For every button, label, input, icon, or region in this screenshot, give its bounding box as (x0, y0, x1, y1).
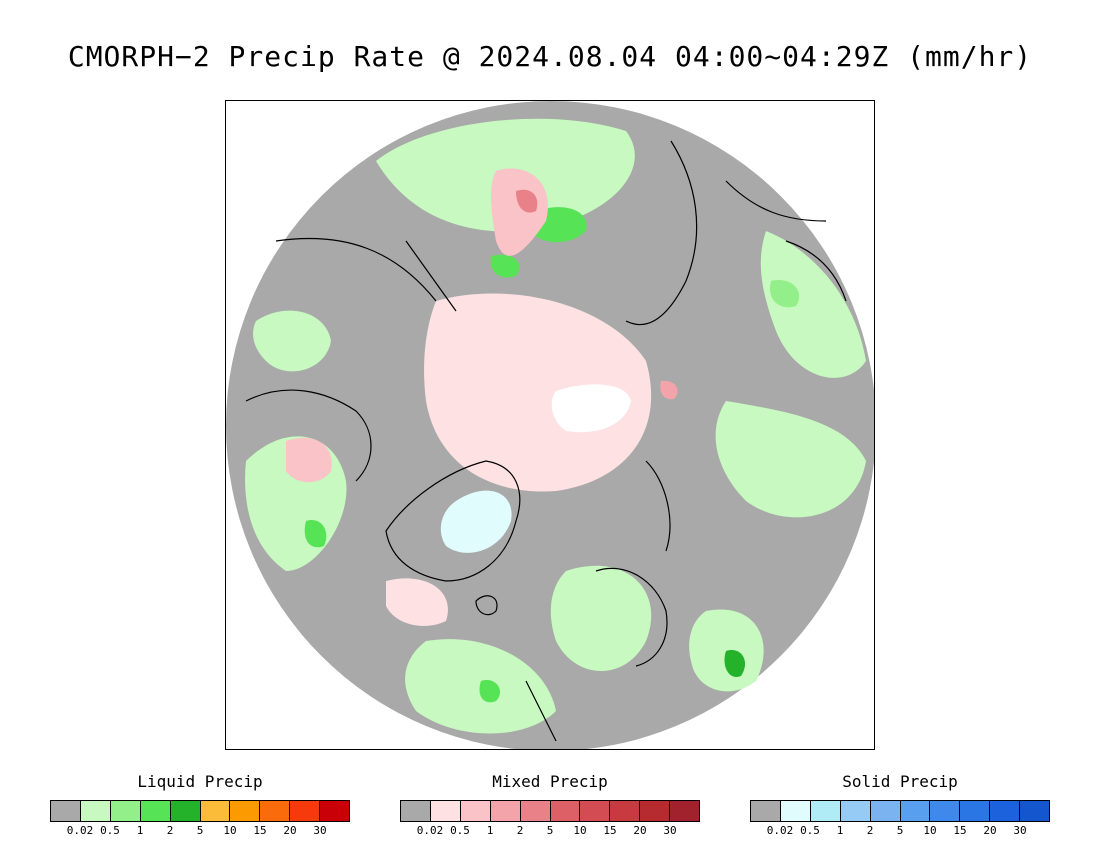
page-title: CMORPH−2 Precip Rate @ 2024.08.04 04:00~… (67, 40, 1033, 73)
legend-swatch (319, 801, 350, 821)
legend-tick-label: 20 (633, 824, 647, 837)
legend-swatch (839, 801, 870, 821)
legend-swatch (199, 801, 230, 821)
legend-tick-label: 5 (546, 824, 554, 837)
legend-tick-label: 30 (1013, 824, 1027, 837)
legend-swatch (109, 801, 140, 821)
legend-tick-label: 20 (983, 824, 997, 837)
legend-solid-ticks: 0.02 0.5 1 2 5 10 15 20 30 (750, 824, 1050, 838)
legend-tick-label: 5 (896, 824, 904, 837)
legend-swatch (289, 801, 320, 821)
legend-tick-label: 0.5 (100, 824, 120, 837)
coastlines (245, 140, 847, 742)
legend-swatch (169, 801, 200, 821)
legend-tick-label: 0.02 (416, 824, 444, 837)
legend-swatch (259, 801, 290, 821)
legend-solid-colorbar (750, 800, 1050, 822)
legend-tick-label: 10 (573, 824, 587, 837)
legend-tick-label: 2 (166, 824, 174, 837)
polar-map[interactable] (225, 100, 875, 750)
legend-swatch (489, 801, 520, 821)
legend-swatch (869, 801, 900, 821)
legend-swatch (609, 801, 640, 821)
legend-mixed-ticks: 0.02 0.5 1 2 5 10 15 20 30 (400, 824, 700, 838)
precip-liquid-heavy (304, 207, 800, 703)
legend-swatch (401, 801, 430, 821)
legend-mixed-title: Mixed Precip (492, 772, 608, 791)
legend-tick-label: 15 (953, 824, 967, 837)
legend-liquid-ticks: 0.02 0.5 1 2 5 10 15 20 30 (50, 824, 350, 838)
legend-tick-label: 0.5 (450, 824, 470, 837)
legend-swatch (459, 801, 490, 821)
legend-swatch (429, 801, 460, 821)
legend-tick-label: 10 (223, 824, 237, 837)
legend-swatch (899, 801, 930, 821)
precip-liquid-areas (245, 118, 866, 734)
legend-tick-label: 30 (663, 824, 677, 837)
pole-hole (551, 384, 631, 433)
legend-tick-label: 20 (283, 824, 297, 837)
precip-solid-areas (440, 490, 512, 553)
legend-swatch (959, 801, 990, 821)
legend-swatch (51, 801, 80, 821)
legend-swatch (549, 801, 580, 821)
legend-swatch (989, 801, 1020, 821)
legend-tick-label: 30 (313, 824, 327, 837)
legend-swatch (579, 801, 610, 821)
legend-solid: Solid Precip 0.02 0.5 1 2 5 10 15 20 30 (750, 772, 1050, 838)
legend-swatch (779, 801, 810, 821)
legend-liquid-colorbar (50, 800, 350, 822)
legend-swatch (669, 801, 700, 821)
legend-swatch (751, 801, 780, 821)
legend-mixed-colorbar (400, 800, 700, 822)
legend-swatch (229, 801, 260, 821)
legend-tick-label: 1 (486, 824, 494, 837)
legend-liquid-title: Liquid Precip (137, 772, 263, 791)
legend-tick-label: 2 (516, 824, 524, 837)
legend-tick-label: 0.5 (800, 824, 820, 837)
legend-solid-title: Solid Precip (842, 772, 958, 791)
legend-tick-label: 2 (866, 824, 874, 837)
legend-swatch (1019, 801, 1050, 821)
map-canvas (226, 101, 874, 749)
legend-swatch (809, 801, 840, 821)
legend-tick-label: 0.02 (66, 824, 94, 837)
legend-mixed: Mixed Precip 0.02 0.5 1 2 5 10 15 20 30 (400, 772, 700, 838)
legend-tick-label: 5 (196, 824, 204, 837)
legend-swatch (79, 801, 110, 821)
legend-swatch (139, 801, 170, 821)
legend-swatch (519, 801, 550, 821)
legend-tick-label: 15 (603, 824, 617, 837)
legend-tick-label: 1 (136, 824, 144, 837)
precip-mixed-areas (286, 168, 678, 626)
legend-swatch (639, 801, 670, 821)
legend-tick-label: 1 (836, 824, 844, 837)
legend-tick-label: 0.02 (766, 824, 794, 837)
legend-tick-label: 10 (923, 824, 937, 837)
legend-tick-label: 15 (253, 824, 267, 837)
legend-swatch (929, 801, 960, 821)
legend-liquid: Liquid Precip 0.02 0.5 1 2 5 10 15 20 30 (50, 772, 350, 838)
